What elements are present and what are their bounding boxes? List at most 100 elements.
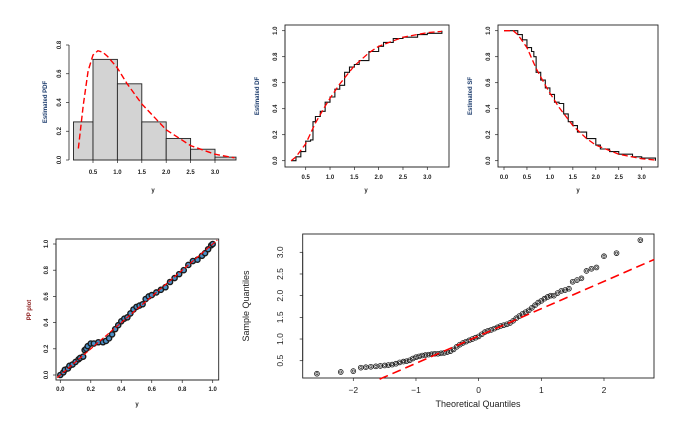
data-point-inner [533, 303, 537, 307]
data-point-inner [351, 369, 355, 373]
fitted-dashed-line [290, 30, 442, 162]
data-point [79, 353, 87, 360]
y-tick-label: 0.8 [44, 265, 50, 274]
y-tick-label: 0.6 [486, 78, 492, 87]
fitted-density-curve [77, 49, 235, 159]
y-tick-label: 0.0 [57, 155, 63, 164]
fitted-dashed-line [504, 30, 656, 161]
data-point [381, 362, 388, 369]
data-point [613, 250, 620, 256]
x-tick-label: 1 [539, 385, 544, 395]
data-point [393, 360, 399, 367]
data-point [337, 369, 344, 375]
data-point [314, 370, 320, 377]
data-point-inner [514, 316, 518, 320]
y-axis-label: Estimated SF [468, 77, 474, 115]
data-point [406, 357, 413, 364]
chart-panel-1: 0.5 1.0 1.5 2.0 2.5 3.0 0.0 0.2 0.4 0.6 0.8 Estimat… [43, 40, 237, 194]
data-point [551, 292, 557, 299]
data-point [588, 265, 595, 272]
y-tick-label: 1.5 [275, 311, 285, 323]
data-point [578, 275, 585, 282]
x-axis-label: y [364, 188, 368, 194]
x-tick-label: 0.5 [302, 175, 311, 181]
y-tick-label: 0.2 [57, 126, 63, 135]
data-point-inner [552, 294, 556, 298]
reference-line [56, 239, 218, 379]
data-point-inner [638, 238, 642, 242]
data-point [358, 364, 364, 371]
x-tick-label: 0.5 [89, 170, 98, 176]
data-point-inner [595, 266, 598, 269]
y-tick-label: 1.0 [44, 239, 50, 248]
x-tick-label: −1 [411, 385, 421, 395]
y-axis-label: PP plot [27, 300, 33, 321]
data-point [389, 361, 395, 368]
y-tick-label: 0.4 [273, 104, 279, 113]
data-point [593, 264, 600, 271]
data-point-inner [378, 364, 382, 368]
data-point [466, 337, 473, 344]
chart-panel-5: −2 −1 0 1 2 0.5 1.0 1.5 2.0 2.5 3.0 Sample Quantile… [241, 233, 655, 409]
data-point-inner [575, 278, 579, 282]
plot-frame [284, 24, 450, 168]
y-tick-label: 0.6 [57, 69, 63, 78]
data-point [529, 305, 535, 311]
data-point [541, 295, 548, 302]
data-point-inner [315, 372, 319, 376]
x-tick-label: 1.0 [113, 170, 122, 176]
x-tick-label: 1.0 [209, 387, 218, 393]
data-point [601, 253, 607, 260]
data-point [566, 285, 572, 292]
data-point-inner [339, 370, 343, 374]
data-point-inner [590, 267, 593, 271]
x-tick-label: 2.0 [162, 170, 171, 176]
y-tick-label: 0.2 [44, 344, 50, 353]
data-point [488, 327, 494, 333]
data-point-inner [530, 306, 534, 310]
data-point-inner [571, 280, 575, 284]
data-point [535, 299, 541, 306]
data-point-inner [359, 366, 363, 370]
data-point [363, 364, 369, 371]
data-point-inner [527, 309, 531, 312]
data-point [385, 362, 392, 368]
reference-line [379, 258, 655, 380]
histogram-bar-6 [190, 148, 216, 161]
data-point-inner [559, 289, 563, 293]
y-tick-label: 0.8 [273, 52, 279, 61]
data-point [350, 368, 357, 374]
data-point-inner [390, 363, 394, 367]
data-point [583, 268, 590, 274]
x-tick-label: 3.0 [211, 170, 220, 176]
data-point [175, 270, 183, 278]
empirical-step-line [504, 30, 657, 161]
x-tick-label: 2.5 [615, 175, 624, 181]
y-tick-label: 0.0 [44, 370, 50, 379]
histogram-bar-3 [116, 83, 143, 161]
y-tick-label: 0.4 [44, 318, 50, 327]
y-tick-label: 0.8 [57, 40, 63, 49]
data-point-inner [602, 254, 606, 258]
x-tick-label: 2.0 [374, 175, 383, 181]
data-point-inner [517, 314, 521, 318]
y-tick-label: 0.6 [273, 78, 279, 87]
y-tick-label: 2.5 [275, 268, 285, 280]
data-point [180, 266, 188, 274]
data-point-inner [369, 365, 373, 369]
data-point-inner [452, 348, 455, 351]
histogram-bar-4 [141, 121, 167, 161]
x-tick-label: 0.0 [500, 175, 509, 181]
chart-panel-3: 0.0 0.5 1.0 1.5 2.0 2.5 3.0 0.0 0.2 0.4 0.6 0.8 1.0 E… [468, 24, 659, 194]
data-point-inner [563, 288, 567, 292]
x-tick-label: 1.5 [138, 170, 147, 176]
y-tick-label: 1.0 [486, 26, 492, 35]
data-point [522, 309, 529, 315]
y-tick-label: 0.5 [275, 355, 285, 367]
x-axis-label: y [151, 188, 155, 194]
data-point [171, 274, 178, 282]
data-point-inner [364, 365, 368, 369]
data-point-inner [539, 299, 543, 303]
data-point [166, 278, 174, 286]
